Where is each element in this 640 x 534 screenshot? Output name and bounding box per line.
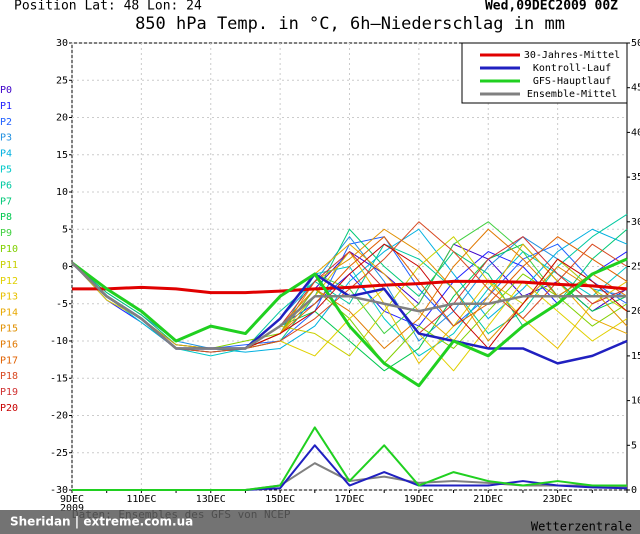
x-tick-label: 17DEC xyxy=(334,494,364,505)
legend-label: Kontroll-Lauf xyxy=(533,63,611,74)
header-right: Wed,09DEC2009 00Z xyxy=(485,0,618,14)
y2-tick-label: 20 xyxy=(631,306,640,317)
chart-title: 850 hPa Temp. in °C, 6h–Niederschlag in … xyxy=(135,14,565,34)
member-label: P5 xyxy=(0,165,12,176)
member-label: P7 xyxy=(0,196,12,207)
x-sublabel: 2009 xyxy=(60,503,84,514)
member-label: P6 xyxy=(0,180,12,191)
y-tick-label: -30 xyxy=(50,485,68,496)
member-label: P20 xyxy=(0,403,18,414)
member-label: P8 xyxy=(0,212,12,223)
x-tick-label: 15DEC xyxy=(265,494,295,505)
source-right: Wetterzentrale xyxy=(531,520,632,534)
y2-tick-label: 15 xyxy=(631,351,640,362)
legend-label: GFS-Hauptlauf xyxy=(533,76,611,87)
member-label: P16 xyxy=(0,339,18,350)
member-label: P19 xyxy=(0,387,18,398)
y2-tick-label: 30 xyxy=(631,217,640,228)
series-line xyxy=(71,261,627,350)
y2-tick-label: 10 xyxy=(631,396,640,407)
precip-line xyxy=(72,426,627,491)
member-label: P9 xyxy=(0,228,12,239)
legend-label: 30-Jahres-Mittel xyxy=(524,50,620,61)
member-label: P3 xyxy=(0,133,12,144)
y2-tick-label: 5 xyxy=(631,440,637,451)
x-tick-label: 23DEC xyxy=(543,494,573,505)
x-tick-label: 21DEC xyxy=(473,494,503,505)
y2-tick-label: 45 xyxy=(631,83,640,94)
member-label: P11 xyxy=(0,260,18,271)
y-tick-label: 15 xyxy=(56,150,68,161)
y-tick-label: -10 xyxy=(50,336,68,347)
header-left: Position Lat: 48 Lon: 24 xyxy=(14,0,202,14)
member-label: P14 xyxy=(0,308,18,319)
y-tick-label: -25 xyxy=(50,448,68,459)
y2-tick-label: 35 xyxy=(631,172,640,183)
x-tick-label: 9DEC xyxy=(60,494,84,505)
member-label: P0 xyxy=(0,85,12,96)
y-tick-label: 25 xyxy=(56,75,68,86)
member-label: P18 xyxy=(0,371,18,382)
y-tick-label: 30 xyxy=(56,38,68,49)
member-label: P2 xyxy=(0,117,12,128)
y-tick-label: 10 xyxy=(56,187,68,198)
member-label: P13 xyxy=(0,292,18,303)
y-tick-label: -5 xyxy=(56,299,68,310)
y-tick-label: 5 xyxy=(62,224,68,235)
y-tick-label: -20 xyxy=(50,411,68,422)
y2-tick-label: 25 xyxy=(631,262,640,273)
member-label: P10 xyxy=(0,244,18,255)
member-label: P17 xyxy=(0,355,18,366)
x-tick-label: 13DEC xyxy=(196,494,226,505)
member-label: P1 xyxy=(0,101,12,112)
x-tick-label: 19DEC xyxy=(404,494,434,505)
legend-label: Ensemble-Mittel xyxy=(527,89,617,100)
member-label: P4 xyxy=(0,149,12,160)
y2-tick-label: 40 xyxy=(631,127,640,138)
y-tick-label: -15 xyxy=(50,373,68,384)
member-label: P15 xyxy=(0,324,18,335)
series-line xyxy=(72,279,628,295)
y-tick-label: 20 xyxy=(56,113,68,124)
y2-tick-label: 0 xyxy=(631,485,637,496)
watermark: Sheridan | extreme.com.ua xyxy=(10,515,193,529)
y2-tick-label: 50 xyxy=(631,38,640,49)
watermark-bar xyxy=(0,510,640,534)
x-tick-label: 11DEC xyxy=(126,494,156,505)
member-label: P12 xyxy=(0,276,18,287)
series-line xyxy=(71,257,628,388)
y-tick-label: 0 xyxy=(62,262,68,273)
